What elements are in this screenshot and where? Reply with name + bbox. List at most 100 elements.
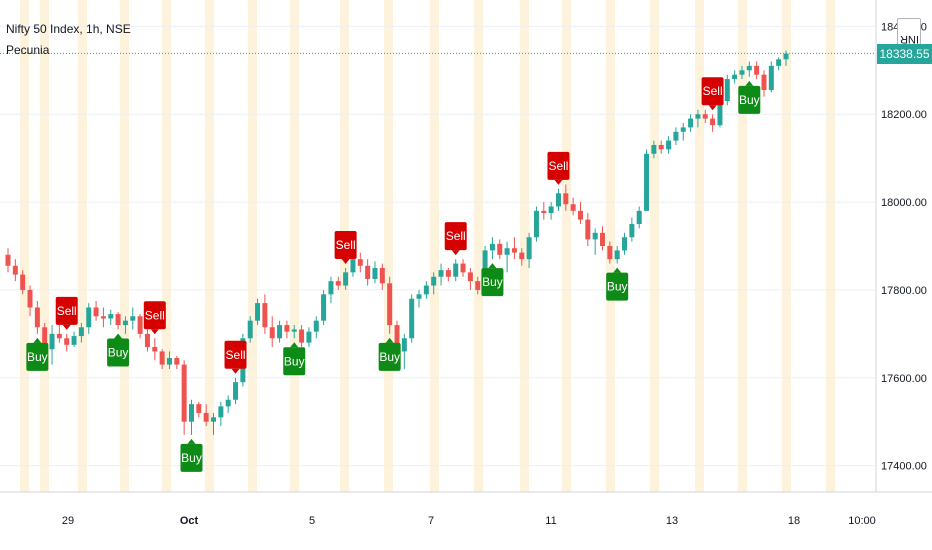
candle-body bbox=[313, 320, 319, 332]
candle-body bbox=[144, 333, 150, 348]
candle-body bbox=[644, 153, 650, 211]
candle-body bbox=[100, 316, 106, 319]
signal-pointer bbox=[231, 368, 240, 374]
candle-body bbox=[423, 285, 429, 295]
candle-body bbox=[548, 206, 554, 214]
candle-body bbox=[56, 333, 62, 339]
candle-body bbox=[188, 404, 194, 422]
candle-body bbox=[776, 59, 782, 66]
candle-body bbox=[218, 406, 224, 418]
price-axis bbox=[876, 0, 932, 550]
candle-body bbox=[225, 399, 231, 407]
price-tick-label: 17600.00 bbox=[881, 373, 927, 385]
candle-body bbox=[519, 252, 525, 260]
candle-body bbox=[629, 224, 635, 238]
signal-text: Sell bbox=[336, 238, 356, 252]
sell-signal-label bbox=[444, 222, 467, 251]
session-band bbox=[78, 0, 87, 492]
candle-body bbox=[343, 272, 349, 286]
candle-body bbox=[247, 320, 253, 339]
sell-signal-label bbox=[547, 151, 570, 180]
sell-signal-label bbox=[334, 230, 357, 259]
session-band bbox=[20, 0, 29, 492]
buy-signal-label bbox=[378, 342, 401, 371]
signal-text: Buy bbox=[739, 93, 760, 107]
indicator-label[interactable]: Pecunia bbox=[6, 43, 50, 57]
buy-signal-label bbox=[107, 338, 130, 367]
candle-body bbox=[401, 338, 407, 352]
signal-pointer bbox=[114, 333, 123, 339]
candle-body bbox=[372, 267, 378, 279]
signal-text: Buy bbox=[108, 345, 129, 359]
candle-body bbox=[636, 210, 642, 225]
candle-body bbox=[438, 270, 444, 277]
signal-text: Sell bbox=[57, 304, 77, 318]
candle-body bbox=[453, 263, 459, 277]
candle-body bbox=[622, 237, 628, 251]
candle-body bbox=[724, 79, 730, 102]
candle-body bbox=[86, 307, 92, 328]
candle-body bbox=[511, 248, 517, 253]
candle-body bbox=[20, 274, 26, 290]
signal-pointer bbox=[451, 250, 460, 256]
session-band bbox=[695, 0, 704, 492]
signal-text: Buy bbox=[482, 275, 503, 289]
last-price-tag: 18338.55 bbox=[877, 44, 932, 64]
candle-body bbox=[409, 298, 415, 339]
candle-body bbox=[504, 248, 510, 255]
signal-pointer bbox=[488, 263, 497, 269]
session-band bbox=[738, 0, 747, 492]
signal-text: Buy bbox=[607, 280, 628, 294]
candle-body bbox=[600, 232, 606, 246]
candle-body bbox=[350, 259, 356, 273]
candle-body bbox=[783, 53, 789, 60]
symbol-title[interactable]: Nifty 50 Index, 1h, NSE bbox=[6, 22, 131, 36]
candle-body bbox=[592, 232, 598, 240]
buy-signal-label bbox=[481, 268, 504, 297]
signal-pointer bbox=[341, 258, 350, 264]
candle-body bbox=[387, 283, 393, 326]
candle-body bbox=[328, 281, 334, 295]
signal-pointer bbox=[745, 80, 754, 86]
candle-body bbox=[211, 417, 217, 422]
buy-signal-label bbox=[283, 347, 306, 376]
candle-body bbox=[666, 140, 672, 150]
signal-text: Buy bbox=[181, 451, 202, 465]
buy-signal-label bbox=[738, 85, 761, 114]
candle-body bbox=[262, 303, 268, 328]
candle-body bbox=[497, 243, 503, 255]
session-band bbox=[782, 0, 791, 492]
candle-body bbox=[27, 289, 33, 308]
candle-body bbox=[115, 314, 121, 326]
candle-body bbox=[335, 281, 341, 286]
sell-signal-label bbox=[701, 77, 724, 106]
candle-body bbox=[460, 263, 466, 273]
candle-body bbox=[754, 65, 760, 75]
candle-body bbox=[196, 404, 202, 413]
candle-body bbox=[768, 65, 774, 91]
candle-body bbox=[159, 351, 165, 365]
candle-body bbox=[688, 118, 694, 128]
candle-body bbox=[416, 294, 422, 299]
candle-body bbox=[607, 246, 613, 260]
candle-body bbox=[49, 333, 55, 350]
candle-body bbox=[746, 65, 752, 71]
sell-signal-label bbox=[55, 296, 78, 325]
candle-body bbox=[42, 327, 48, 350]
candle-body bbox=[379, 267, 385, 284]
price-tick-label: 18200.00 bbox=[881, 109, 927, 121]
candle-body bbox=[284, 325, 290, 332]
signal-pointer bbox=[613, 267, 622, 273]
signal-pointer bbox=[385, 337, 394, 343]
candle-body bbox=[78, 327, 84, 337]
candle-body bbox=[5, 254, 11, 266]
signal-text: Buy bbox=[27, 350, 48, 364]
candle-body bbox=[137, 316, 143, 334]
price-tick-label: 17800.00 bbox=[881, 285, 927, 297]
candle-body bbox=[64, 338, 70, 345]
buy-signal-label bbox=[26, 342, 49, 371]
candle-body bbox=[365, 265, 371, 279]
candle-body bbox=[585, 219, 591, 240]
candle-body bbox=[526, 237, 532, 260]
